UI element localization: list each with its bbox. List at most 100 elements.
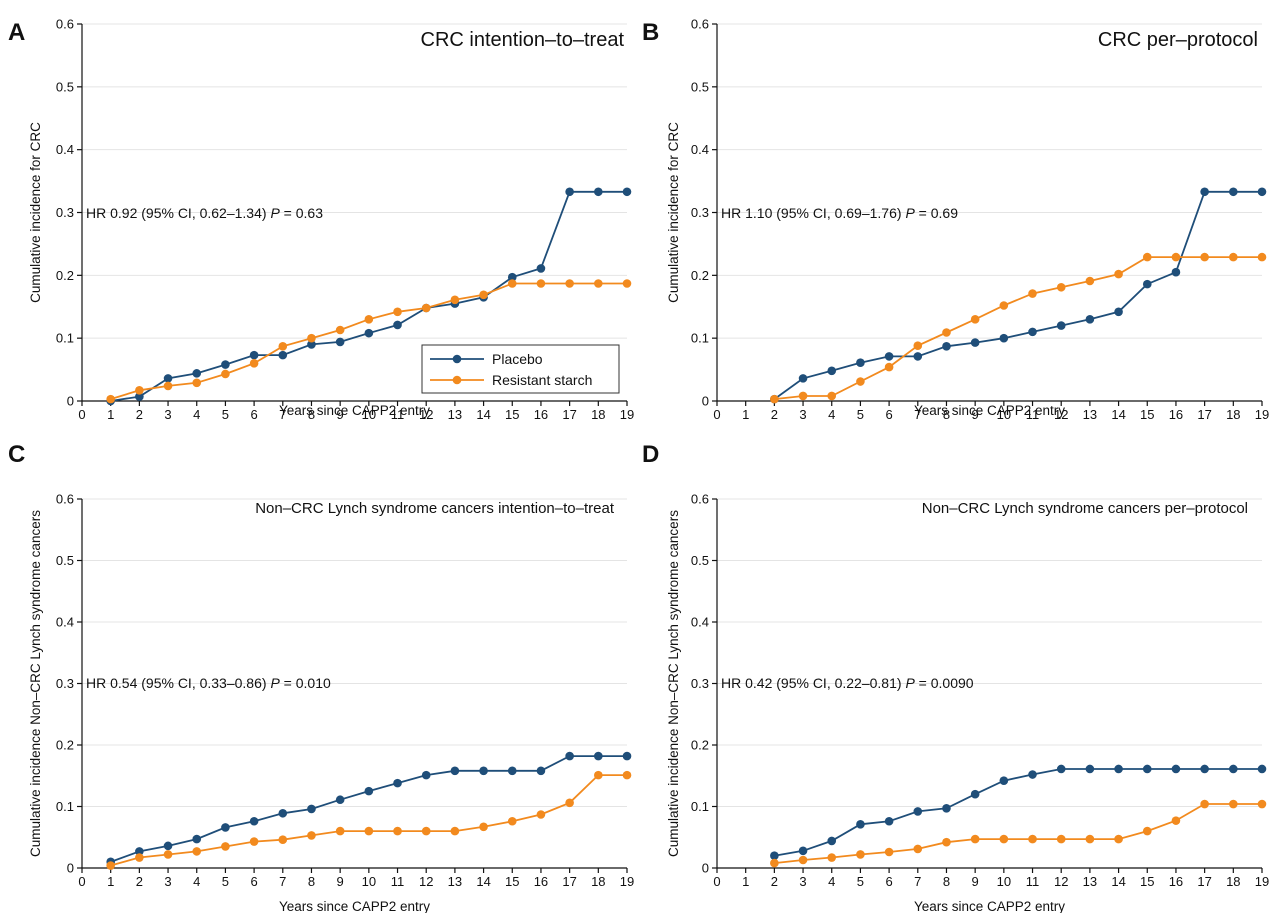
data-point-resistant-starch — [999, 834, 1009, 844]
data-point-resistant-starch — [393, 826, 402, 836]
data-point-placebo — [221, 823, 230, 832]
y-tick-label: 0 — [67, 394, 74, 409]
x-tick-label: 16 — [1169, 407, 1183, 422]
x-tick-label: 11 — [391, 407, 405, 422]
data-point-placebo — [565, 751, 574, 761]
data-point-resistant-starch — [221, 369, 230, 379]
data-point-placebo — [884, 352, 894, 361]
data-point-placebo — [450, 766, 460, 776]
x-tick-label: 17 — [1197, 407, 1211, 422]
p-label: P — [270, 675, 280, 691]
data-point-placebo — [249, 816, 259, 826]
x-tick-label: 4 — [193, 407, 200, 422]
y-tick-label: 0.1 — [56, 331, 74, 346]
x-tick-label: 2 — [136, 874, 143, 889]
x-tick-label: 10 — [362, 407, 376, 422]
data-point-placebo — [221, 360, 230, 369]
panel-letter: D — [642, 441, 659, 468]
legend-label: Placebo — [492, 351, 543, 367]
data-point-resistant-starch — [278, 342, 288, 351]
y-tick-label: 0.2 — [56, 738, 74, 753]
data-point-resistant-starch — [536, 810, 546, 819]
data-point-resistant-starch — [1056, 282, 1066, 292]
y-tick-label: 0.1 — [691, 331, 709, 346]
x-tick-label: 15 — [505, 407, 519, 422]
data-point-placebo — [1085, 315, 1095, 324]
x-tick-label: 9 — [972, 407, 979, 422]
y-tick-label: 0 — [702, 861, 709, 876]
chart-title: CRC intention–to–treat — [421, 29, 625, 51]
data-point-placebo — [536, 264, 546, 273]
data-point-placebo — [278, 808, 288, 818]
data-point-placebo — [335, 795, 345, 805]
chart-title: CRC per–protocol — [1098, 29, 1258, 51]
data-point-placebo — [1229, 187, 1238, 197]
data-point-resistant-starch — [798, 391, 808, 401]
data-point-resistant-starch — [1229, 252, 1238, 262]
data-point-placebo — [770, 851, 779, 860]
data-point-resistant-starch — [421, 826, 431, 836]
x-tick-label: 14 — [1111, 874, 1125, 889]
data-point-placebo — [192, 834, 202, 844]
series-line-placebo — [774, 768, 1262, 857]
data-point-placebo — [884, 816, 894, 826]
data-point-placebo — [421, 770, 431, 780]
data-point-placebo — [1114, 307, 1123, 317]
data-point-resistant-starch — [622, 279, 632, 288]
data-point-resistant-starch — [135, 386, 144, 395]
data-point-resistant-starch — [507, 279, 517, 288]
data-point-placebo — [536, 766, 546, 776]
x-tick-label: 1 — [107, 874, 114, 889]
x-tick-label: 2 — [771, 407, 778, 422]
series-line-resistant-starch — [774, 256, 1262, 400]
data-point-resistant-starch — [970, 315, 980, 324]
p-value: = 0.63 — [280, 205, 323, 221]
y-tick-label: 0.1 — [56, 799, 74, 814]
data-point-placebo — [163, 841, 173, 851]
y-axis-label: Cumulative incidence Non–CRC Lynch syndr… — [28, 510, 43, 857]
data-point-resistant-starch — [307, 831, 316, 840]
x-axis-label: Years since CAPP2 entry — [279, 899, 430, 913]
series-line-placebo — [110, 755, 627, 863]
x-tick-label: 7 — [279, 874, 286, 889]
data-point-placebo — [507, 766, 517, 776]
x-tick-label: 10 — [997, 874, 1011, 889]
x-tick-label: 3 — [799, 874, 806, 889]
data-point-resistant-starch — [594, 770, 603, 780]
data-point-placebo — [798, 846, 808, 856]
p-value: = 0.0090 — [915, 675, 974, 691]
legend: Placebo Resistant starch — [421, 344, 620, 394]
data-point-resistant-starch — [827, 853, 837, 862]
x-tick-label: 11 — [391, 874, 405, 889]
p-value: = 0.69 — [915, 205, 958, 221]
data-point-placebo — [135, 847, 144, 856]
data-point-placebo — [507, 272, 517, 282]
data-point-placebo — [192, 369, 202, 378]
x-tick-label: 7 — [279, 407, 286, 422]
data-point-resistant-starch — [942, 328, 951, 337]
data-point-placebo — [1114, 764, 1123, 774]
data-point-resistant-starch — [1085, 276, 1095, 286]
x-tick-label: 7 — [914, 407, 921, 422]
data-point-placebo — [622, 187, 632, 197]
hr-prefix: HR 0.54 (95% CI, 0.33–0.86) — [86, 675, 270, 691]
x-axis-label: Years since CAPP2 entry — [914, 899, 1065, 913]
x-tick-label: 19 — [1255, 874, 1269, 889]
hazard-ratio-annotation: HR 1.10 (95% CI, 0.69–1.76) P = 0.69 — [721, 205, 958, 221]
legend-swatch-marker — [452, 354, 462, 364]
x-tick-label: 16 — [1169, 874, 1183, 889]
data-point-placebo — [1171, 764, 1181, 774]
x-tick-label: 18 — [1226, 407, 1240, 422]
data-point-placebo — [856, 820, 865, 829]
x-tick-label: 16 — [534, 407, 548, 422]
x-tick-label: 6 — [885, 874, 892, 889]
data-point-resistant-starch — [450, 826, 460, 836]
x-tick-label: 8 — [308, 874, 315, 889]
data-point-resistant-starch — [856, 850, 865, 859]
data-point-placebo — [970, 789, 980, 799]
data-point-resistant-starch — [565, 798, 574, 808]
data-point-placebo — [1171, 267, 1181, 277]
x-tick-label: 11 — [1026, 874, 1040, 889]
data-point-placebo — [364, 786, 374, 796]
data-point-placebo — [307, 804, 316, 814]
